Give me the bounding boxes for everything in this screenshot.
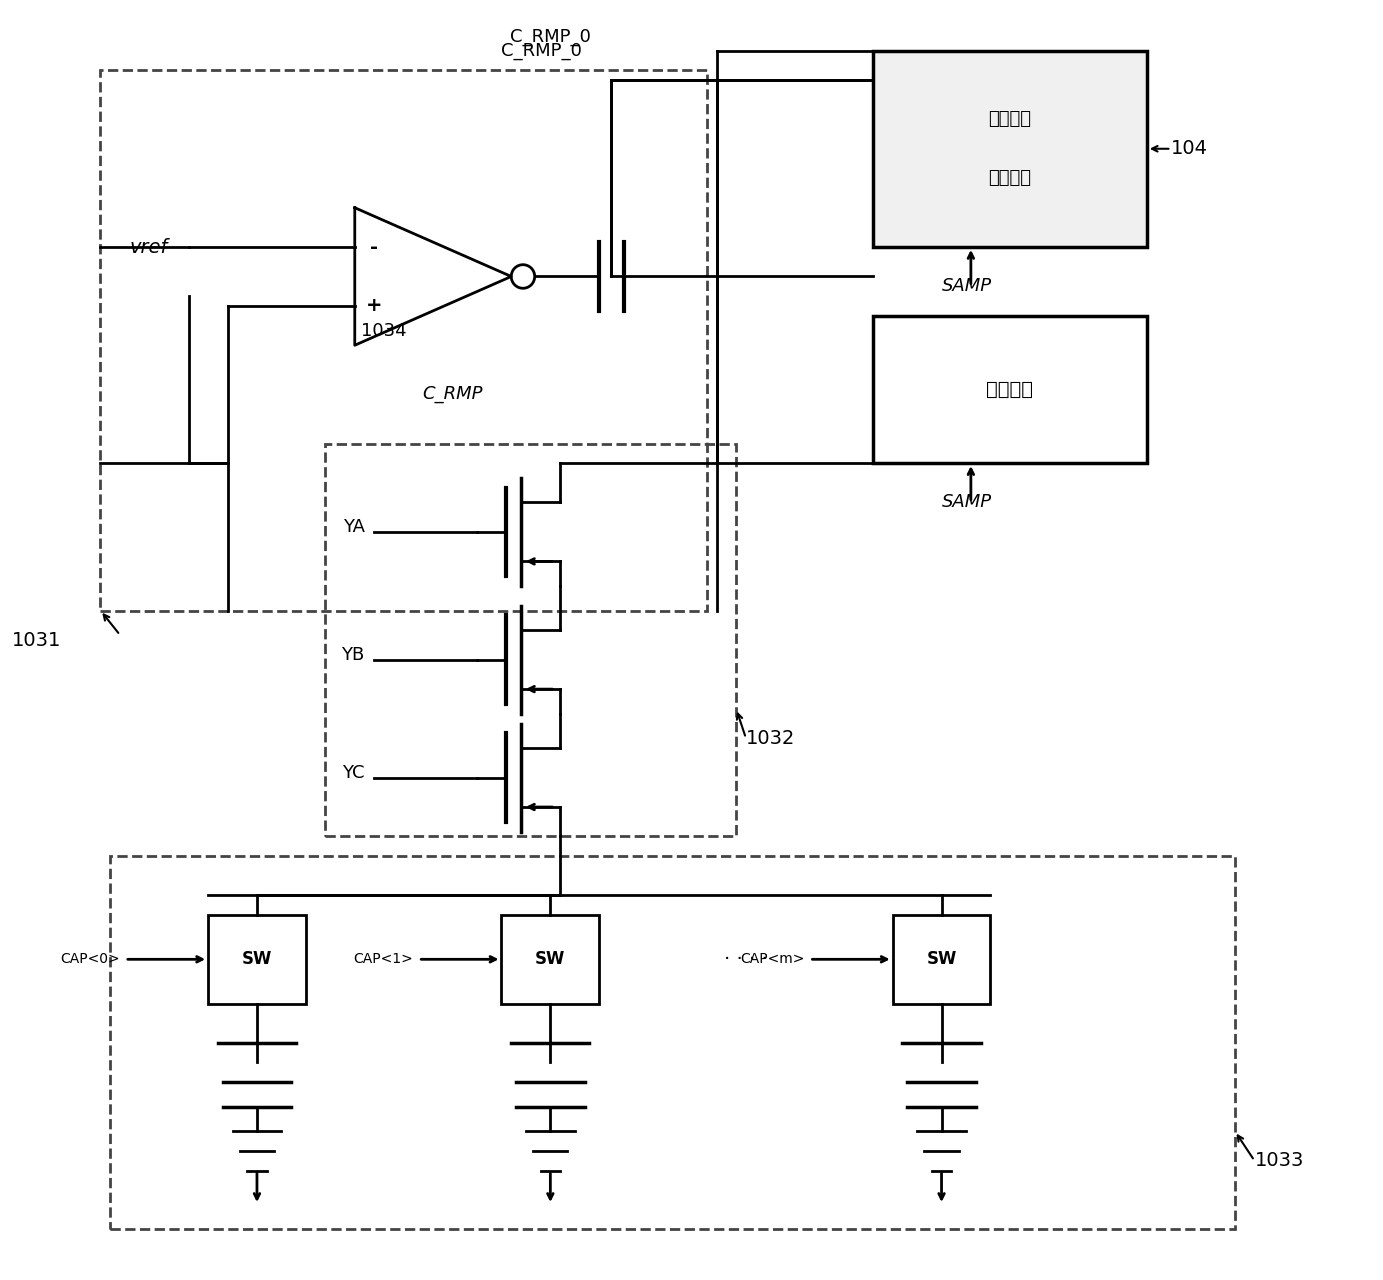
Text: YB: YB — [342, 645, 365, 664]
Bar — [111, 856, 1235, 1230]
Text: 1033: 1033 — [1254, 1151, 1304, 1170]
Text: vref: vref — [130, 238, 169, 256]
Text: -: - — [371, 238, 379, 256]
Bar — [502, 915, 599, 1004]
Text: SW: SW — [535, 950, 566, 968]
Text: 放电模块: 放电模块 — [986, 380, 1033, 399]
Text: SAMP: SAMP — [942, 494, 992, 512]
Bar — [873, 50, 1147, 247]
Bar — [892, 915, 990, 1004]
Text: SW: SW — [242, 950, 272, 968]
Text: 104: 104 — [1171, 140, 1209, 159]
Text: C_RMP: C_RMP — [422, 385, 483, 403]
Text: SAMP: SAMP — [942, 278, 992, 296]
Text: CAP<1>: CAP<1> — [354, 952, 414, 966]
Text: 检测电路: 检测电路 — [989, 169, 1032, 187]
Text: YA: YA — [343, 518, 365, 536]
Text: C_RMP_0: C_RMP_0 — [510, 28, 591, 46]
Bar — [101, 70, 707, 611]
Text: CAP<m>: CAP<m> — [740, 952, 805, 966]
Text: +: + — [366, 297, 383, 315]
Text: 1031: 1031 — [12, 631, 61, 649]
Text: YC: YC — [342, 764, 365, 782]
Bar — [325, 443, 736, 837]
Text: SW: SW — [927, 950, 957, 968]
Text: C_RMP_0: C_RMP_0 — [502, 41, 582, 59]
Bar — [207, 915, 306, 1004]
Text: 位线电容: 位线电容 — [989, 110, 1032, 128]
Text: 1034: 1034 — [361, 321, 407, 339]
Text: · · · ·: · · · · — [725, 950, 768, 969]
Text: CAP<0>: CAP<0> — [61, 952, 120, 966]
Bar — [873, 316, 1147, 463]
Text: 1032: 1032 — [745, 728, 795, 748]
